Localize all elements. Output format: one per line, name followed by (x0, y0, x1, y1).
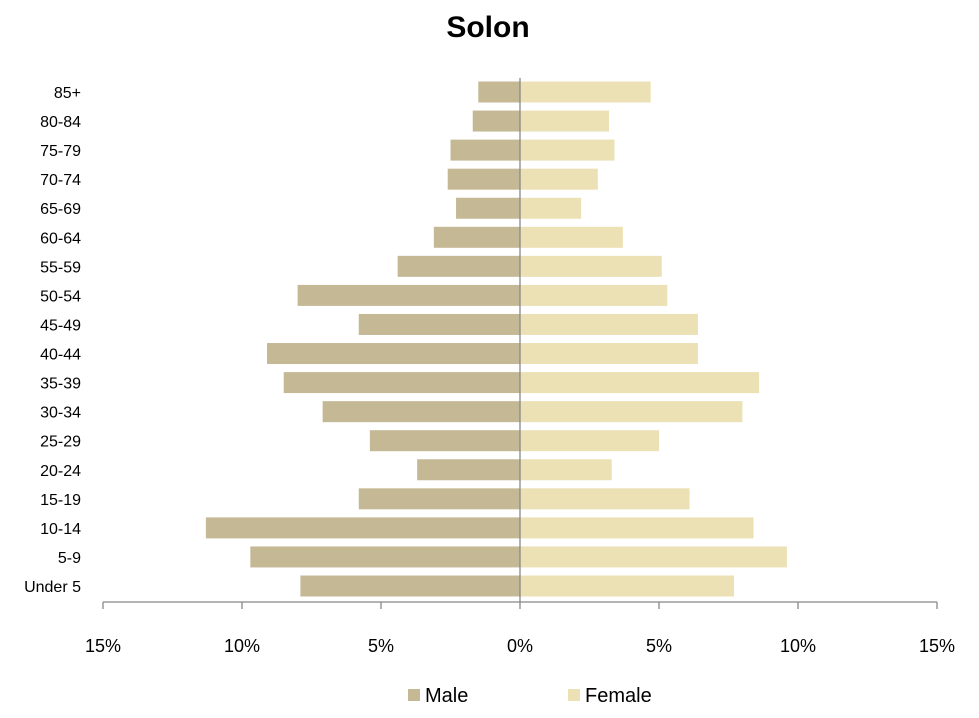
bar-female-30-34 (520, 401, 743, 423)
bar-female-85 (520, 81, 651, 103)
bar-male-under-5 (300, 575, 520, 597)
bar-male-25-29 (369, 430, 520, 452)
y-tick-label: 35-39 (40, 376, 81, 393)
bar-female-55-59 (520, 255, 662, 277)
bar-female-15-19 (520, 488, 690, 510)
bar-male-70-74 (447, 168, 520, 190)
bar-male-45-49 (358, 313, 520, 335)
bar-male-55-59 (397, 255, 520, 277)
bar-female-70-74 (520, 168, 598, 190)
bar-male-15-19 (358, 488, 520, 510)
bar-male-35-39 (283, 372, 520, 394)
bar-male-75-79 (450, 139, 520, 161)
y-tick-label: 80-84 (40, 114, 81, 131)
y-tick-label: 75-79 (40, 143, 81, 160)
y-tick-label: 45-49 (40, 317, 81, 334)
bar-female-under-5 (520, 575, 735, 597)
y-tick-label: 30-34 (40, 405, 81, 422)
bar-male-10-14 (205, 517, 521, 539)
legend-swatch-male (408, 689, 420, 701)
x-tick-label: 10% (780, 636, 816, 656)
bar-female-80-84 (520, 110, 609, 132)
legend-label-female: Female (585, 685, 652, 707)
bar-male-85 (478, 81, 520, 103)
bar-female-10-14 (520, 517, 754, 539)
y-tick-label: 5-9 (58, 550, 81, 567)
x-tick-label: 15% (85, 636, 121, 656)
bar-female-65-69 (520, 197, 582, 219)
bar-male-60-64 (433, 226, 520, 248)
y-tick-label: 50-54 (40, 288, 81, 305)
bar-male-20-24 (417, 459, 520, 481)
y-tick-label: 65-69 (40, 201, 81, 218)
bar-female-45-49 (520, 313, 698, 335)
bar-female-60-64 (520, 226, 623, 248)
bar-female-75-79 (520, 139, 615, 161)
y-tick-label: 60-64 (40, 230, 81, 247)
bar-male-30-34 (322, 401, 520, 423)
bar-female-50-54 (520, 284, 668, 306)
bar-female-35-39 (520, 372, 760, 394)
bar-male-50-54 (297, 284, 520, 306)
bar-female-40-44 (520, 343, 698, 365)
axis-layer: Under 5 5-9 10-14 15-19 20-24 25-29 30-34 35-39… (24, 78, 955, 656)
bar-male-40-44 (267, 343, 520, 365)
x-tick-label: 0% (507, 636, 533, 656)
x-tick-label: 5% (368, 636, 394, 656)
bar-male-65-69 (456, 197, 520, 219)
bar-male-80-84 (472, 110, 520, 132)
y-tick-label: 85+ (54, 85, 81, 102)
x-tick-label: 5% (646, 636, 672, 656)
bar-female-20-24 (520, 459, 612, 481)
y-tick-label: Under 5 (24, 579, 81, 596)
y-tick-label: 15-19 (40, 492, 81, 509)
bar-female-5-9 (520, 546, 787, 568)
legend-swatch-female (568, 689, 580, 701)
y-tick-label: 40-44 (40, 347, 81, 364)
y-tick-label: 55-59 (40, 259, 81, 276)
y-tick-label: 25-29 (40, 434, 81, 451)
x-tick-label: 10% (224, 636, 260, 656)
bar-female-25-29 (520, 430, 659, 452)
bars-layer (205, 81, 787, 597)
legend-label-male: Male (425, 685, 468, 707)
chart-title: Solon (446, 11, 529, 44)
legend: Male Female (408, 685, 652, 707)
y-tick-label: 10-14 (40, 521, 81, 538)
y-tick-label: 20-24 (40, 463, 81, 480)
bar-male-5-9 (250, 546, 520, 568)
x-tick-label: 15% (919, 636, 955, 656)
y-tick-label: 70-74 (40, 172, 81, 189)
